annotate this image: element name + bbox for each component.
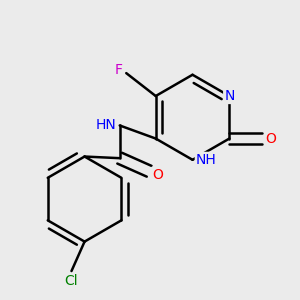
- Text: O: O: [266, 131, 276, 146]
- Text: F: F: [115, 63, 123, 77]
- Text: NH: NH: [196, 153, 217, 167]
- Text: HN: HN: [96, 118, 116, 133]
- Text: N: N: [224, 89, 235, 103]
- Text: O: O: [152, 167, 163, 182]
- Text: Cl: Cl: [65, 274, 78, 288]
